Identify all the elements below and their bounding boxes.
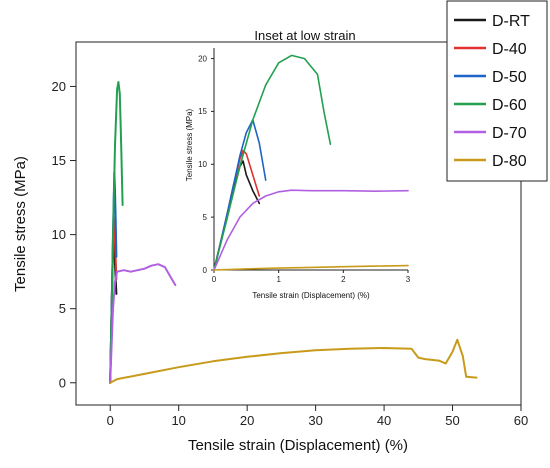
inset-axes: 0 1 2 3 0 5 10 15 20 <box>198 48 411 284</box>
legend-label-d-80: D-80 <box>492 153 527 170</box>
legend-label-d-60: D-60 <box>492 97 527 114</box>
main-x-tick-label: 30 <box>308 413 322 428</box>
inset-y-tick-label: 0 <box>203 266 208 275</box>
inset-x-tick-label: 2 <box>341 275 346 284</box>
inset-y-tick-label: 5 <box>203 213 208 222</box>
inset-series-d-70 <box>213 189 409 271</box>
inset-title: Inset at low strain <box>254 28 355 43</box>
main-y-tick-label: 15 <box>52 153 66 168</box>
main-series-d-80 <box>109 338 478 384</box>
inset-y-tick-label: 10 <box>198 160 207 169</box>
legend-label-d-rt: D-RT <box>492 13 530 30</box>
main-y-tick-label: 10 <box>52 227 66 242</box>
main-y-tick-label: 5 <box>59 301 66 316</box>
inset-x-axis-title: Tensile strain (Displacement) (%) <box>252 291 370 300</box>
legend-items: D-RT D-40 D-50 D-60 D-70 D-80 <box>454 13 530 170</box>
inset-y-axis-title: Tensile stress (MPa) <box>185 108 194 181</box>
main-x-tick-label: 10 <box>171 413 185 428</box>
main-x-tick-label: 50 <box>445 413 459 428</box>
main-plot-frame <box>75 41 522 406</box>
main-x-tick-label: 40 <box>377 413 391 428</box>
main-y-tick-label: 0 <box>59 375 66 390</box>
inset-background <box>214 48 408 270</box>
legend-box <box>446 0 548 182</box>
main-y-tick-label: 20 <box>52 79 66 94</box>
inset-series-d-80 <box>213 264 409 271</box>
main-x-axis-title: Tensile strain (Displacement) (%) <box>188 437 408 454</box>
main-series-d-60 <box>109 81 124 384</box>
inset-x-tick-label: 1 <box>276 275 281 284</box>
inset-series-group <box>213 54 409 271</box>
legend-label-d-50: D-50 <box>492 69 527 86</box>
main-y-axis-title: Tensile stress (MPa) <box>12 156 29 292</box>
legend: D-RT D-40 D-50 D-60 D-70 D-80 <box>446 0 548 182</box>
main-series-group <box>109 81 478 384</box>
inset-chart: Inset at low strain 0 1 2 3 0 5 10 15 20 Tensile… <box>185 28 411 300</box>
main-x-tick-label: 0 <box>107 413 114 428</box>
inset-y-tick-label: 20 <box>198 54 207 63</box>
inset-y-tick-label: 15 <box>198 107 207 116</box>
legend-label-d-40: D-40 <box>492 41 527 58</box>
main-x-tick-label: 60 <box>514 413 528 428</box>
main-x-tick-label: 20 <box>240 413 254 428</box>
legend-label-d-70: D-70 <box>492 125 527 142</box>
inset-series-d-60 <box>213 54 332 271</box>
inset-x-tick-label: 3 <box>406 275 411 284</box>
inset-x-tick-label: 0 <box>212 275 217 284</box>
main-series-d-70 <box>109 263 177 384</box>
